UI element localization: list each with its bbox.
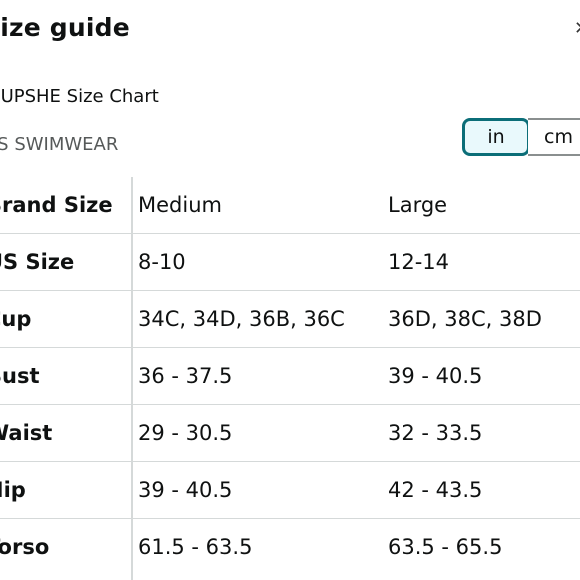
category-label: US SWIMWEAR (0, 134, 119, 155)
table-cell: Medium (138, 193, 222, 217)
row-label: Torso (0, 535, 50, 559)
size-chart-name: CUPSHE Size Chart (0, 86, 159, 107)
table-cell: 8-10 (138, 250, 186, 274)
unit-toggle: in cm (462, 118, 580, 156)
unit-inches-button[interactable]: in (462, 118, 530, 156)
row-label: Waist (0, 421, 53, 445)
size-table: Brand Size Medium Large US Size 8-10 12-… (0, 177, 580, 576)
table-cell: 63.5 - 65.5 (388, 535, 503, 559)
row-label: Brand Size (0, 193, 113, 217)
table-cell: 34C, 34D, 36B, 36C (138, 307, 345, 331)
row-label: Bust (0, 364, 40, 388)
table-cell: 12-14 (388, 250, 450, 274)
column-divider (131, 177, 133, 580)
row-label: Cup (0, 307, 32, 331)
close-icon[interactable]: ✕ (574, 18, 580, 39)
table-row: US Size 8-10 12-14 (0, 234, 580, 291)
table-row: Bust 36 - 37.5 39 - 40.5 (0, 348, 580, 405)
table-cell: 36D, 38C, 38D (388, 307, 542, 331)
unit-centimeters-button[interactable]: cm (528, 118, 580, 156)
table-row: Brand Size Medium Large (0, 177, 580, 234)
table-cell: Large (388, 193, 448, 217)
table-cell: 29 - 30.5 (138, 421, 233, 445)
table-cell: 39 - 40.5 (138, 478, 233, 502)
row-label: US Size (0, 250, 75, 274)
page-title: Size guide (0, 13, 130, 42)
table-row: Hip 39 - 40.5 42 - 43.5 (0, 462, 580, 519)
table-row: Cup 34C, 34D, 36B, 36C 36D, 38C, 38D (0, 291, 580, 348)
table-cell: 42 - 43.5 (388, 478, 483, 502)
row-label: Hip (0, 478, 26, 502)
table-cell: 39 - 40.5 (388, 364, 483, 388)
table-row: Torso 61.5 - 63.5 63.5 - 65.5 (0, 519, 580, 576)
table-cell: 32 - 33.5 (388, 421, 483, 445)
table-cell: 36 - 37.5 (138, 364, 233, 388)
table-row: Waist 29 - 30.5 32 - 33.5 (0, 405, 580, 462)
table-cell: 61.5 - 63.5 (138, 535, 253, 559)
